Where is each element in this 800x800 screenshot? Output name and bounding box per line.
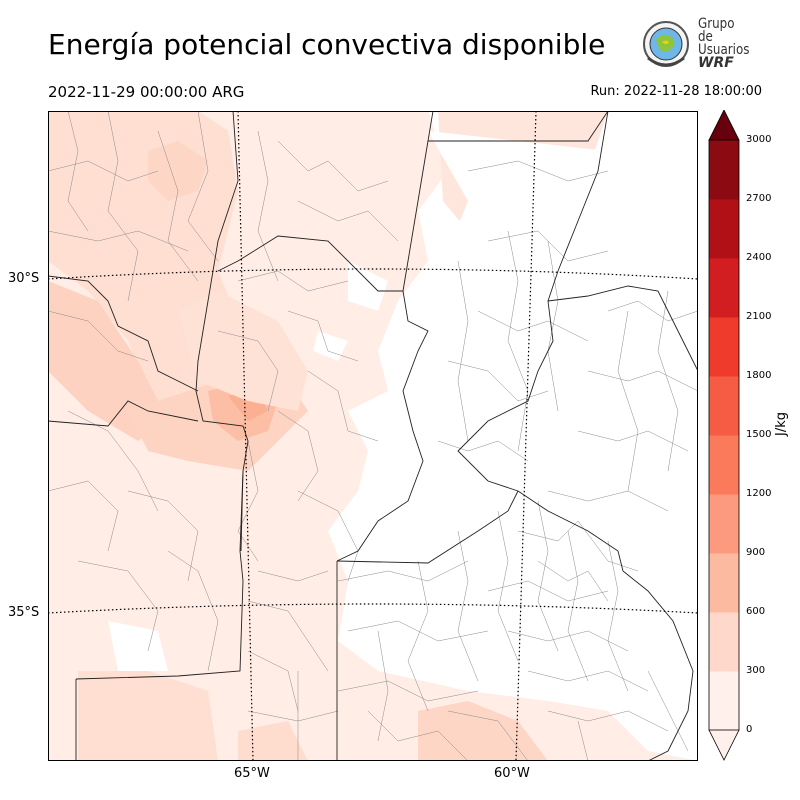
colorbar-tick-label: 0 xyxy=(746,724,753,735)
colorbar-unit-label: J/kg xyxy=(774,412,789,436)
map-frame xyxy=(48,111,698,761)
colorbar-bin xyxy=(709,435,739,495)
colorbar-tick-label: 600 xyxy=(746,606,766,617)
cape-map xyxy=(48,111,698,761)
colorbar-extend-low xyxy=(708,729,740,761)
colorbar-bin xyxy=(709,553,739,613)
colorbar-extend-high xyxy=(708,110,740,141)
logo-line-1: Grupo de xyxy=(698,16,735,45)
lat-label-30s: 30°S xyxy=(8,271,40,286)
colorbar-bin xyxy=(709,494,739,554)
colorbar xyxy=(708,110,740,761)
lon-label-65w: 65°W xyxy=(234,766,270,781)
logo-emblem xyxy=(643,21,689,67)
logo-line-2: Usuarios xyxy=(698,42,750,58)
colorbar-bin xyxy=(709,140,739,200)
colorbar-tick-label: 1500 xyxy=(746,429,772,440)
colorbar-tick-label: 2700 xyxy=(746,193,772,204)
colorbar-bin xyxy=(709,317,739,377)
colorbar-tick-label: 900 xyxy=(746,547,766,558)
lon-label-60w: 60°W xyxy=(494,766,530,781)
province-boundaries xyxy=(48,111,698,761)
colorbar-tick-label: 2100 xyxy=(746,311,772,322)
colorbar-frame xyxy=(708,139,740,731)
wrf-users-logo: Grupo de Usuarios WRF xyxy=(640,16,760,71)
colorbar-bin xyxy=(709,258,739,318)
colorbar-bin xyxy=(709,376,739,436)
logo-text: Grupo de Usuarios WRF xyxy=(698,16,760,71)
colorbar-tick-label: 1800 xyxy=(746,370,772,381)
colorbar-tick-label: 300 xyxy=(746,665,766,676)
department-boundaries xyxy=(48,111,698,761)
colorbar-tick-label: 3000 xyxy=(746,134,772,145)
lat-label-35s: 35°S xyxy=(8,605,40,620)
graticule xyxy=(48,111,698,761)
colorbar-bin xyxy=(709,612,739,672)
run-time: Run: 2022-11-28 18:00:00 xyxy=(590,84,762,99)
colorbar-bin xyxy=(709,671,739,731)
logo-line-3: WRF xyxy=(698,55,734,71)
valid-time: 2022-11-29 00:00:00 ARG xyxy=(48,83,245,101)
colorbar-tick-label: 1200 xyxy=(746,488,772,499)
colorbar-tick-label: 2400 xyxy=(746,252,772,263)
cape-shading xyxy=(48,111,698,761)
colorbar-bin xyxy=(709,199,739,259)
chart-title: Energía potencial convectiva disponible xyxy=(48,28,606,61)
